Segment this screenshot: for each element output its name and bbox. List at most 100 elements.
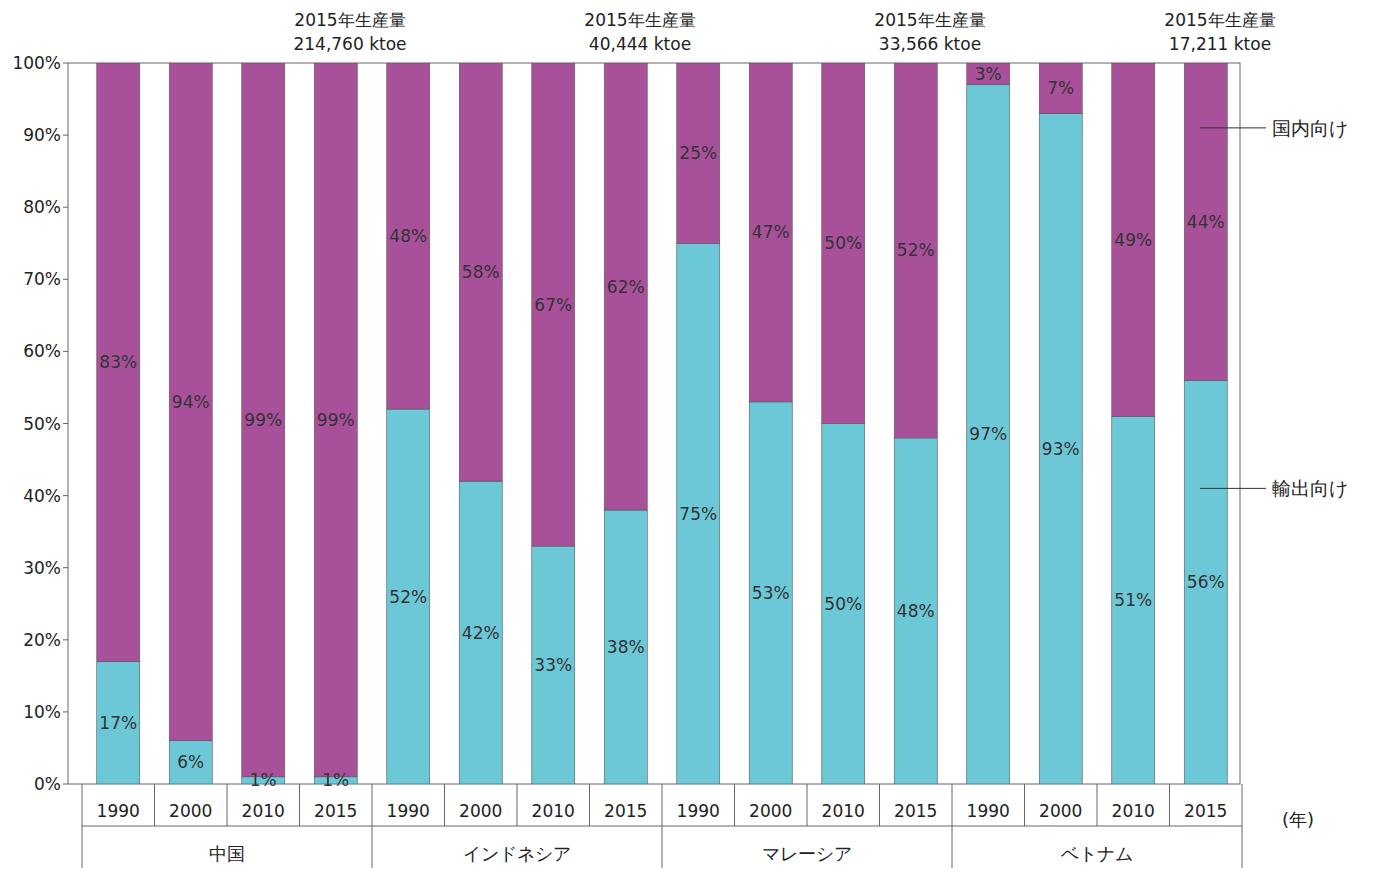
x-tick-label: 2000 — [169, 801, 212, 821]
data-label: 1% — [250, 770, 277, 790]
data-label: 51% — [1114, 590, 1152, 610]
bar-segment — [314, 63, 357, 777]
bar-segment — [242, 63, 285, 777]
data-label: 44% — [1187, 212, 1225, 232]
plot-frame — [68, 63, 1240, 784]
legend-leader — [1200, 488, 1266, 489]
y-tick — [63, 135, 68, 136]
category-separator — [444, 784, 445, 826]
x-tick-label: 2015 — [1184, 801, 1227, 821]
bar-segment — [1039, 113, 1082, 784]
data-label: 33% — [534, 655, 572, 675]
x-tick-label: 2010 — [532, 801, 575, 821]
y-tick-label: 90% — [23, 125, 61, 145]
category-separator — [734, 784, 735, 826]
y-tick-label: 30% — [23, 558, 61, 578]
bar-segment — [749, 63, 792, 402]
data-label: 1% — [322, 770, 349, 790]
data-label: 52% — [389, 587, 427, 607]
x-tick-label: 2015 — [894, 801, 937, 821]
group-separator — [372, 784, 373, 868]
bar-segment — [459, 481, 502, 784]
data-label: 50% — [824, 594, 862, 614]
bar-segment — [169, 741, 212, 784]
data-label: 38% — [607, 637, 645, 657]
y-tick — [63, 351, 68, 352]
data-label: 17% — [99, 713, 137, 733]
annotation: 17,211 ktoe — [1169, 34, 1271, 54]
category-separator — [1097, 784, 1098, 826]
group-separator — [952, 784, 953, 868]
chart: 0%10%20%30%40%50%60%70%80%90%100%17%83%6… — [0, 0, 1380, 877]
y-tick — [63, 423, 68, 424]
data-label: 62% — [607, 277, 645, 297]
data-label: 67% — [534, 295, 572, 315]
group-label: マレーシア — [762, 843, 852, 864]
y-tick — [63, 639, 68, 640]
y-tick — [63, 207, 68, 208]
bar-segment — [1184, 380, 1227, 784]
annotation: 2015年生産量 — [874, 10, 985, 30]
x-tick-label: 2015 — [604, 801, 647, 821]
legend-leader — [1200, 127, 1266, 128]
y-tick-label: 70% — [23, 269, 61, 289]
bar-segment — [532, 63, 575, 546]
bar-segment — [1112, 63, 1155, 416]
y-tick — [63, 495, 68, 496]
x-tick-label: 1990 — [97, 801, 140, 821]
bar-segment — [604, 510, 647, 784]
x-tick-label: 2010 — [242, 801, 285, 821]
bar-segment — [822, 63, 865, 424]
y-tick-label: 20% — [23, 630, 61, 650]
category-separator — [1169, 784, 1170, 826]
data-label: 42% — [462, 623, 500, 643]
bar-segment — [1184, 63, 1227, 380]
y-tick — [63, 279, 68, 280]
bar-segment — [459, 63, 502, 481]
y-tick-label: 40% — [23, 486, 61, 506]
data-label: 7% — [1047, 78, 1074, 98]
bar-segment — [967, 63, 1010, 85]
data-label: 83% — [99, 352, 137, 372]
bar-segment — [967, 85, 1010, 784]
bar-segment — [822, 424, 865, 785]
data-label: 6% — [177, 752, 204, 772]
group-separator — [1242, 784, 1243, 868]
x-tick-label: 1990 — [967, 801, 1010, 821]
legend-label: 国内向け — [1272, 117, 1348, 139]
x-tick-label: 1990 — [387, 801, 430, 821]
x-tick-label: 2010 — [1112, 801, 1155, 821]
bar-segment — [1039, 63, 1082, 113]
annotation: 2015年生産量 — [1164, 10, 1275, 30]
data-label: 49% — [1114, 230, 1152, 250]
y-tick-label: 10% — [23, 702, 61, 722]
data-label: 97% — [969, 424, 1007, 444]
data-label: 75% — [679, 504, 717, 524]
bar-segment — [532, 546, 575, 784]
bar-segment — [97, 63, 140, 661]
data-label: 53% — [752, 583, 790, 603]
category-separator — [154, 784, 155, 826]
x-tick-label: 2010 — [822, 801, 865, 821]
data-label: 47% — [752, 222, 790, 242]
group-label: 中国 — [209, 843, 245, 864]
y-tick-label: 50% — [23, 414, 61, 434]
bar-segment — [677, 63, 720, 243]
annotation: 214,760 ktoe — [293, 34, 406, 54]
data-label: 58% — [462, 262, 500, 282]
data-label: 56% — [1187, 572, 1225, 592]
bar-segment — [749, 402, 792, 784]
y-tick — [63, 711, 68, 712]
category-separator — [589, 784, 590, 826]
bars — [97, 63, 1228, 784]
group-separator — [662, 784, 663, 868]
bar-segment — [677, 243, 720, 784]
bar-segment — [169, 63, 212, 741]
data-label: 3% — [975, 64, 1002, 84]
data-label: 48% — [897, 601, 935, 621]
bar-segment — [894, 63, 937, 438]
x-tick-label: 2000 — [459, 801, 502, 821]
x-tick-label: 1990 — [677, 801, 720, 821]
data-label: 99% — [317, 410, 355, 430]
data-label: 50% — [824, 233, 862, 253]
